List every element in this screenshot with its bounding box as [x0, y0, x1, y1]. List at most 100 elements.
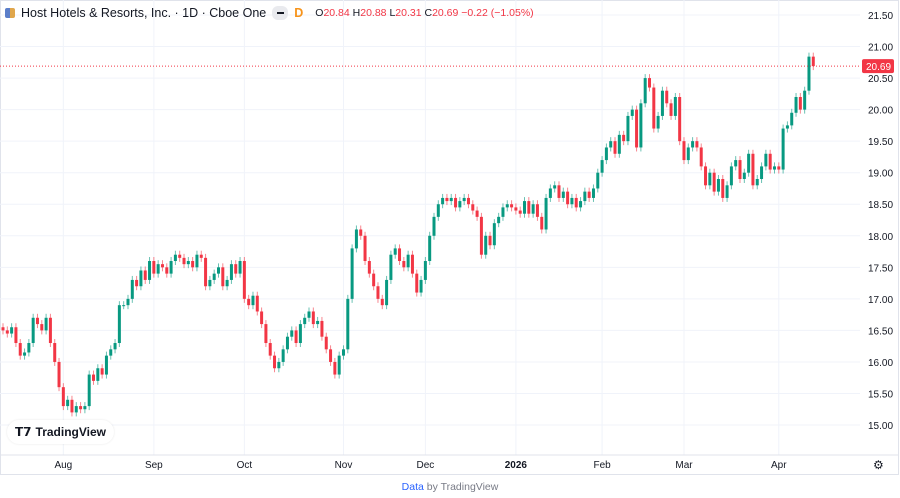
candle-body [441, 197, 445, 205]
candle-body [518, 210, 522, 214]
candle-body [96, 368, 100, 381]
candle-body [277, 361, 281, 369]
candle-body [704, 166, 708, 186]
candle-body [406, 254, 410, 268]
candle-body [462, 197, 466, 202]
candle-body [251, 295, 255, 306]
change-value: −0.22 (−1.05%) [461, 7, 534, 19]
y-tick-label: 18.00 [868, 232, 893, 243]
candle-body [484, 235, 488, 255]
y-tick-label: 21.50 [868, 11, 893, 22]
candle-body [173, 254, 177, 262]
candle-body [699, 147, 703, 167]
candle-body [148, 261, 152, 280]
candle-body [23, 352, 27, 356]
candle-body [673, 97, 677, 116]
delayed-badge[interactable]: D [294, 6, 304, 20]
candle-body [665, 90, 669, 104]
candle-body [303, 317, 307, 325]
high-value: 20.88 [360, 7, 387, 19]
candle-body [794, 97, 798, 113]
candle-body [337, 355, 341, 375]
candle-body [691, 141, 695, 148]
x-tick-label: Nov [335, 460, 353, 471]
candle-body [419, 279, 423, 293]
candle-body [725, 185, 729, 198]
candle-body [449, 197, 453, 202]
candle-body [639, 103, 643, 148]
candle-body [553, 185, 557, 189]
candle-body [87, 374, 91, 407]
y-tick-label: 16.50 [868, 326, 893, 337]
candle-body [27, 343, 31, 353]
candle-body [660, 90, 664, 116]
x-tick-label: Oct [237, 460, 253, 471]
candle-body [31, 317, 35, 344]
candle-body [432, 216, 436, 236]
candle-body [191, 261, 195, 268]
candle-body [535, 204, 539, 217]
candle-body [70, 399, 74, 413]
candle-body [764, 153, 768, 167]
footer: Data by TradingView [401, 481, 499, 493]
candle-body [678, 97, 682, 142]
candle-body [260, 311, 264, 325]
candle-body [626, 115, 630, 142]
candle-body [242, 261, 246, 299]
candle-body [208, 279, 212, 287]
x-tick-label: Sep [145, 460, 163, 471]
candle-body [436, 204, 440, 217]
y-tick-label: 15.00 [868, 421, 893, 432]
candle-body [74, 406, 78, 413]
x-tick-label: Feb [593, 460, 611, 471]
symbol-title[interactable]: Host Hotels & Resorts, Inc. · 1D · Cboe … [21, 6, 267, 20]
candle-body [566, 191, 570, 205]
candle-body [367, 261, 371, 274]
candlestick-chart[interactable]: 15.00 15.50 16.00 16.50 17.00 17.50 18.00 18.50… [0, 0, 900, 475]
candle-body [92, 374, 96, 381]
candle-body [574, 197, 578, 208]
candle-body [329, 349, 333, 362]
candle-body [10, 327, 14, 334]
candle-body [204, 257, 208, 287]
candle-body [768, 153, 772, 170]
symbol-logo-icon [5, 8, 15, 18]
candle-body [40, 324, 44, 331]
candle-body [109, 349, 113, 356]
candle-body [579, 201, 583, 208]
low-value: 20.31 [395, 7, 422, 19]
candle-body [721, 179, 725, 198]
candle-body [591, 188, 595, 198]
candle-body [268, 343, 272, 356]
candle-body [66, 399, 70, 407]
candle-body [359, 229, 363, 236]
candle-body [466, 197, 470, 205]
candle-body [423, 261, 427, 280]
candle-body [363, 235, 367, 262]
candle-body [811, 56, 815, 67]
candle-body [100, 368, 104, 375]
candle-body [341, 349, 345, 356]
collapse-legend-button[interactable] [272, 6, 289, 20]
candle-body [540, 216, 544, 230]
candle-body [501, 207, 505, 217]
candle-body [523, 201, 527, 214]
tradingview-logo[interactable]: 𝗧𝟳 TradingView [7, 420, 115, 444]
candle-body [298, 324, 302, 344]
candle-body [290, 330, 294, 337]
settings-icon[interactable]: ⚙ [873, 458, 884, 472]
candle-body [492, 223, 496, 246]
candle-body [152, 261, 156, 274]
candle-body [83, 406, 87, 410]
candle-body [682, 141, 686, 161]
candle-body [807, 56, 811, 91]
candle-body [281, 349, 285, 362]
candle-body [695, 141, 699, 148]
candle-body [165, 267, 169, 274]
candle-body [609, 141, 613, 148]
data-link[interactable]: Data [401, 481, 424, 493]
y-tick-label: 21.00 [868, 43, 893, 54]
candle-body [622, 134, 626, 142]
candle-body [488, 235, 492, 246]
candle-body [354, 229, 358, 249]
